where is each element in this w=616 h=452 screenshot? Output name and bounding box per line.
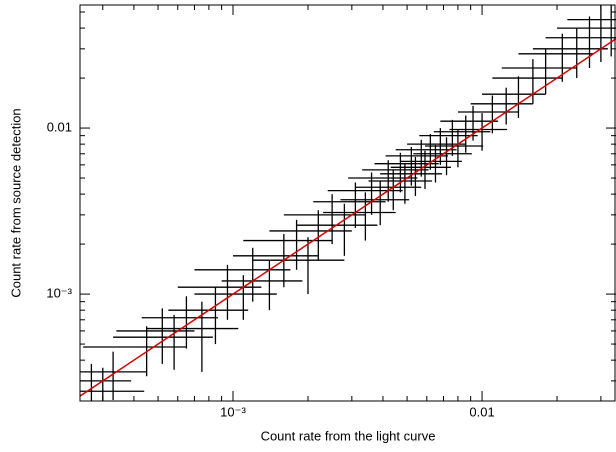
x-axis-label: Count rate from the light curve: [261, 428, 436, 443]
x-tick-label: 0.01: [469, 404, 494, 419]
plot-area: [80, 5, 616, 401]
plot-frame: [79, 4, 616, 402]
reference-line: [80, 38, 616, 397]
y-tick-label: 0.01: [47, 119, 72, 134]
y-tick-label: 10⁻³: [46, 286, 72, 301]
y-axis-label: Count rate from source detection: [8, 108, 23, 297]
x-tick-label: 10⁻³: [220, 404, 246, 419]
